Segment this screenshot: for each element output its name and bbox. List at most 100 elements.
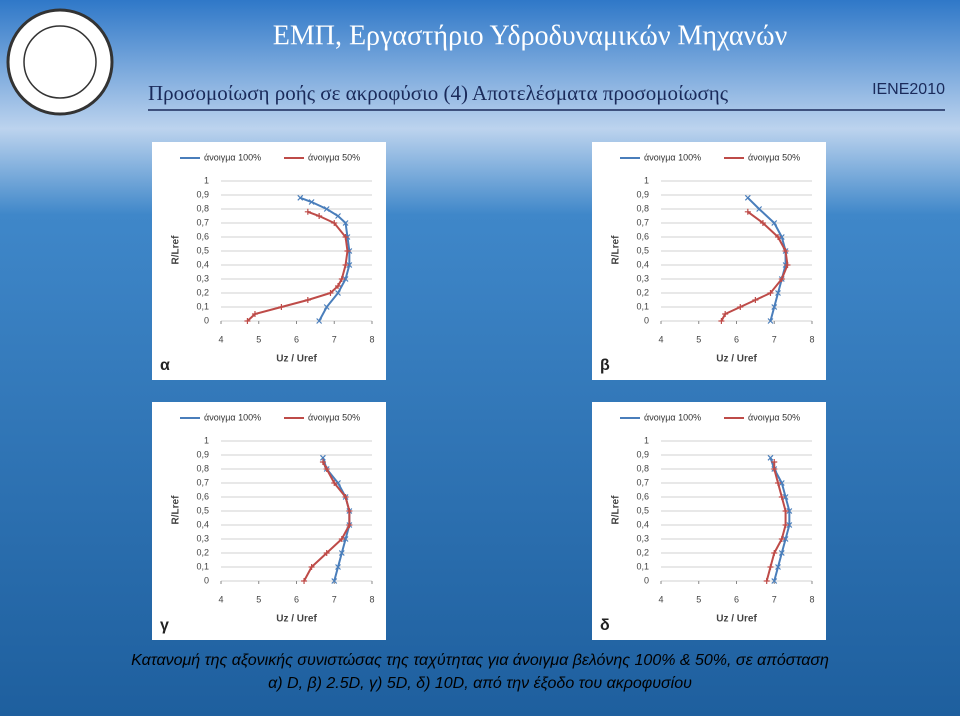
point-marker <box>331 480 338 486</box>
y-tick-label: 0,5 <box>636 505 649 515</box>
y-axis-label: R/Lref <box>171 235 182 265</box>
point-marker <box>722 311 729 317</box>
point-marker <box>763 578 770 584</box>
chart: 0 0,1 0,2 0,3 0,4 0,5 0,6 0,7 0,8 0,9 1 4 5 6 7 8 Uz / U… <box>152 142 386 380</box>
legend-label: άνοιγμα 100% <box>644 152 701 162</box>
chart-panel <box>152 142 386 380</box>
point-marker <box>767 454 774 461</box>
x-tick-label: 5 <box>696 594 701 604</box>
y-tick-label: 1 <box>204 175 209 185</box>
point-marker <box>335 290 341 296</box>
x-tick-label: 7 <box>772 334 777 344</box>
x-tick-label: 5 <box>256 594 261 604</box>
y-tick-label: 0,3 <box>196 533 209 543</box>
x-axis-label: Uz / Uref <box>276 614 317 625</box>
point-marker <box>304 208 311 215</box>
point-marker <box>756 206 763 212</box>
logo-ring <box>23 25 97 99</box>
point-marker <box>771 578 778 584</box>
y-tick-label: 0,2 <box>636 287 649 297</box>
point-marker <box>346 522 353 528</box>
y-axis-label: R/Lref <box>171 495 182 525</box>
y-tick-label: 0,7 <box>196 217 209 227</box>
point-marker <box>346 262 353 268</box>
point-marker <box>338 536 345 542</box>
y-tick-label: 0 <box>204 315 209 325</box>
x-axis-label: Uz / Uref <box>716 354 757 365</box>
y-tick-label: 0,9 <box>196 189 209 199</box>
y-tick-label: 0,4 <box>196 259 209 269</box>
x-tick-label: 6 <box>294 594 299 604</box>
legend-label: άνοιγμα 100% <box>204 412 261 422</box>
legend-label: άνοιγμα 100% <box>204 152 261 162</box>
caption: α) D, β) 2.5D, γ) 5D, δ) 10D, από την έξ… <box>268 675 692 692</box>
point-marker <box>346 508 353 514</box>
y-tick-label: 1 <box>644 435 649 445</box>
y-tick-label: 0 <box>204 575 209 585</box>
y-tick-label: 0,2 <box>636 547 649 557</box>
point-marker <box>323 550 330 556</box>
point-marker <box>778 276 785 282</box>
y-tick-label: 0,6 <box>636 491 649 501</box>
y-tick-label: 0,6 <box>196 231 209 241</box>
point-marker <box>304 297 311 303</box>
y-tick-label: 0,7 <box>636 217 649 227</box>
y-tick-label: 0,8 <box>196 463 209 473</box>
point-marker <box>327 290 334 296</box>
point-marker <box>308 199 315 205</box>
x-tick-label: 4 <box>658 334 663 344</box>
x-tick-label: 8 <box>369 594 374 604</box>
point-marker <box>771 220 778 226</box>
x-tick-label: 4 <box>218 594 223 604</box>
y-tick-label: 0,1 <box>636 561 649 571</box>
y-tick-label: 0,8 <box>636 463 649 473</box>
y-tick-label: 0,5 <box>196 505 209 515</box>
y-tick-label: 1 <box>204 435 209 445</box>
point-marker <box>316 318 323 324</box>
point-marker <box>775 564 781 570</box>
point-marker <box>251 311 258 317</box>
x-tick-label: 7 <box>332 334 337 344</box>
point-marker <box>759 220 766 226</box>
point-marker <box>771 550 778 556</box>
chart-panel <box>592 402 826 640</box>
point-marker <box>778 536 785 542</box>
point-marker <box>786 508 793 514</box>
point-marker <box>344 248 351 254</box>
point-marker <box>323 206 330 212</box>
chart: 0 0,1 0,2 0,3 0,4 0,5 0,6 0,7 0,8 0,9 1 4 5 6 7 8 Uz / U… <box>152 402 386 640</box>
point-marker <box>778 550 785 556</box>
y-tick-label: 0,2 <box>196 547 209 557</box>
point-marker <box>718 318 725 324</box>
legend-label: άνοιγμα 50% <box>748 412 800 422</box>
x-tick-label: 6 <box>294 334 299 344</box>
y-tick-label: 0,1 <box>636 301 649 311</box>
y-tick-label: 1 <box>644 175 649 185</box>
y-tick-label: 0,9 <box>636 449 649 459</box>
x-tick-label: 4 <box>658 594 663 604</box>
point-marker <box>342 494 349 500</box>
point-marker <box>297 194 304 201</box>
point-marker <box>335 213 341 219</box>
y-tick-label: 0,5 <box>196 245 209 255</box>
point-marker <box>782 248 789 254</box>
point-marker <box>338 276 345 282</box>
point-marker <box>767 290 774 296</box>
point-marker <box>782 522 789 528</box>
panel-letter: α <box>160 357 170 374</box>
panel-letter: δ <box>600 617 610 634</box>
chart-panel <box>592 142 826 380</box>
point-marker <box>771 466 778 472</box>
panel-letter: γ <box>160 617 169 634</box>
point-marker <box>775 234 782 240</box>
slide-title: ΕΜΠ, Εργαστήριο Υδροδυναμικών Μηχανών <box>273 20 788 51</box>
y-tick-label: 0,8 <box>636 203 649 213</box>
point-marker <box>323 304 330 310</box>
point-marker <box>744 194 751 201</box>
point-marker <box>778 480 785 486</box>
point-marker <box>767 564 774 570</box>
point-marker <box>244 318 251 324</box>
panel-letter: β <box>600 357 610 374</box>
point-marker <box>786 522 793 528</box>
